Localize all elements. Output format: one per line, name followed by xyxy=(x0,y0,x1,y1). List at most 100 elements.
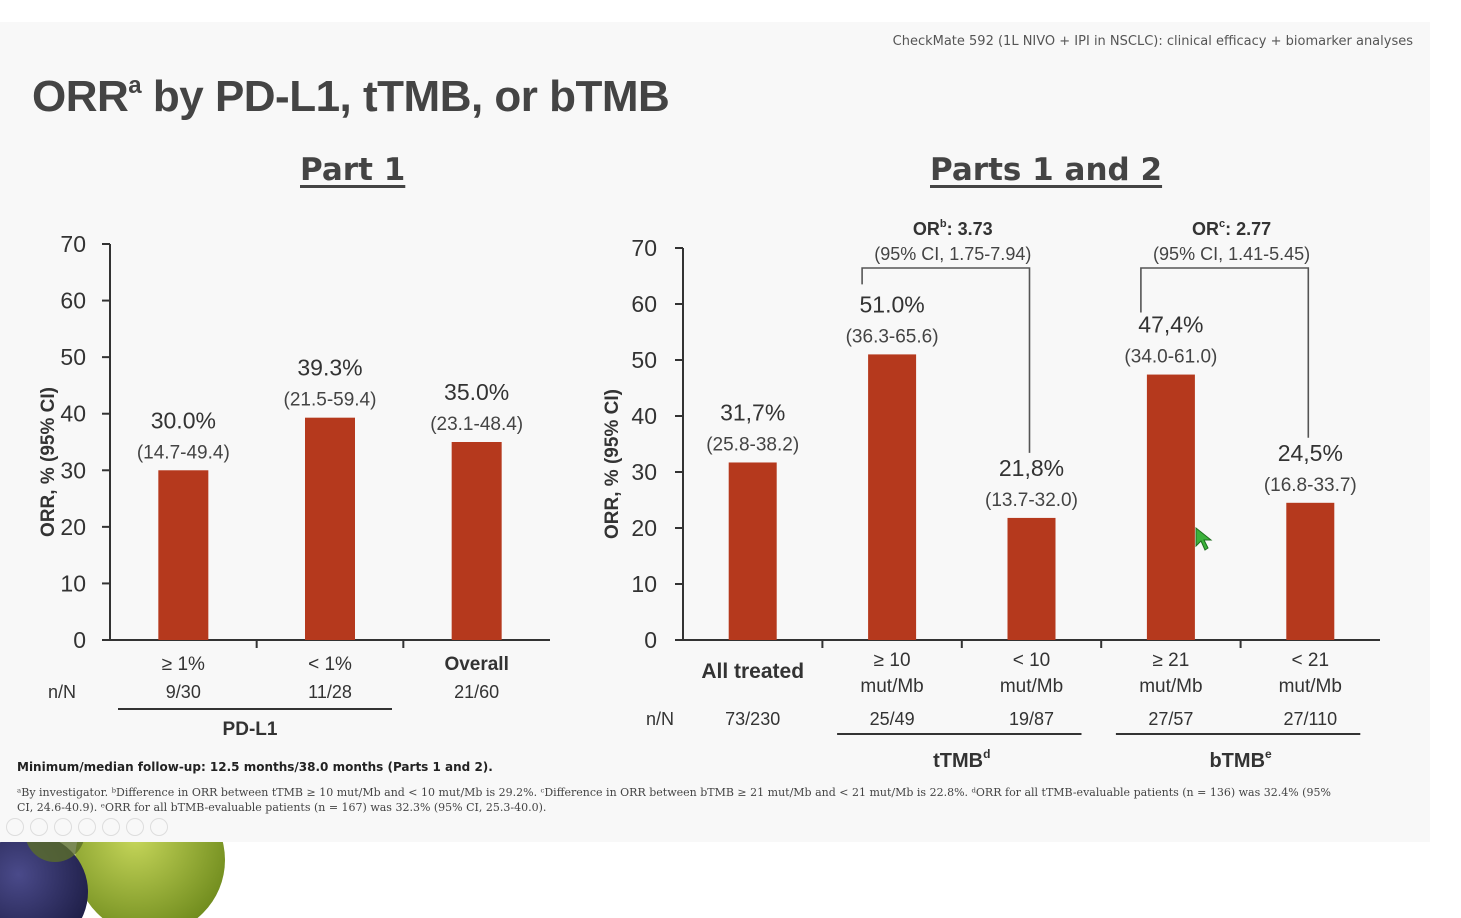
group-label-1-0: tTMBd xyxy=(933,747,990,772)
comparison-bracket-1 xyxy=(1140,267,1310,438)
y-axis-label-0: ORR, % (95% CI) xyxy=(38,387,59,537)
y-tick-label-0-3: 30 xyxy=(60,457,86,483)
group-label-text-1: bTMB xyxy=(1209,750,1265,772)
bar-0-1 xyxy=(305,417,355,640)
bar-0-0 xyxy=(158,470,209,640)
category-label-1-3-b: mut/Mb xyxy=(1139,676,1202,697)
y-tick-label-1-3: 30 xyxy=(631,459,657,485)
group-label-sup-1: e xyxy=(1265,747,1272,761)
y-tick-label-0-2: 20 xyxy=(60,514,86,540)
category-label-0-0: ≥ 1% xyxy=(162,654,205,675)
bar-1-2 xyxy=(1007,517,1056,640)
value-label-0-2: 35.0% xyxy=(444,379,509,405)
category-label-1-4-b: mut/Mb xyxy=(1279,676,1342,697)
play-icon[interactable] xyxy=(6,818,24,836)
y-tick-label-0-6: 60 xyxy=(60,288,86,314)
ci-label-1-2: (13.7-32.0) xyxy=(985,490,1078,511)
y-tick-label-0-7: 70 xyxy=(60,231,86,257)
y-tick-label-1-5: 50 xyxy=(631,347,657,373)
value-label-1-3: 47,4% xyxy=(1138,312,1203,338)
y-tick-label-0-0: 0 xyxy=(73,627,86,653)
title-rest: by PD-L1, tTMB, or bTMB xyxy=(141,72,670,121)
y-tick-label-0-5: 50 xyxy=(60,344,86,370)
y-tick-label-1-0: 0 xyxy=(644,627,657,653)
or-label-1: ORc: 2.77 xyxy=(1192,218,1271,239)
zoom-icon[interactable] xyxy=(78,818,96,836)
nN-value-0-0: 9/30 xyxy=(166,682,201,702)
nN-value-1-1: 25/49 xyxy=(870,709,915,729)
bar-1-1 xyxy=(868,354,917,640)
nN-label-0: n/N xyxy=(48,682,76,702)
or-label-sup-1: c xyxy=(1219,218,1225,230)
y-tick-label-1-6: 60 xyxy=(631,291,657,317)
y-tick-label-1-4: 40 xyxy=(631,403,657,429)
nN-value-1-0: 73/230 xyxy=(725,709,780,729)
more-icon[interactable] xyxy=(150,818,168,836)
presentation-toolbar xyxy=(6,818,168,836)
or-label-0: ORb: 3.73 xyxy=(913,218,993,239)
bar-1-0 xyxy=(728,462,777,640)
category-label-1-2-b: mut/Mb xyxy=(1000,676,1063,697)
or-ci-label-1: (95% CI, 1.41-5.45) xyxy=(1153,244,1310,264)
ci-label-0-2: (23.1-48.4) xyxy=(430,414,523,435)
comparison-bracket-0 xyxy=(861,267,1031,453)
value-label-1-4: 24,5% xyxy=(1278,440,1343,466)
bar-1-4 xyxy=(1286,502,1335,640)
y-tick-label-1-7: 70 xyxy=(631,235,657,261)
y-tick-label-1-2: 20 xyxy=(631,515,657,541)
group-label-text-0: tTMB xyxy=(933,750,983,772)
category-label-0-1: < 1% xyxy=(308,654,352,675)
title-main: ORR xyxy=(32,72,129,121)
or-label-value-1: : 2.77 xyxy=(1225,219,1271,239)
ci-label-1-1: (36.3-65.6) xyxy=(846,326,939,347)
ci-label-1-4: (16.8-33.7) xyxy=(1264,475,1357,496)
nN-label-1: n/N xyxy=(646,709,674,729)
value-label-1-2: 21,8% xyxy=(999,455,1064,481)
cursor-icon xyxy=(1195,526,1213,551)
slides-icon[interactable] xyxy=(54,818,72,836)
or-label-value-0: : 3.73 xyxy=(947,219,993,239)
category-label-1-3-a: ≥ 21 xyxy=(1152,650,1189,671)
title-superscript: a xyxy=(128,72,142,99)
camera-icon[interactable] xyxy=(126,818,144,836)
ci-label-1-3: (34.0-61.0) xyxy=(1124,347,1217,368)
or-label-text-1: OR xyxy=(1192,219,1219,239)
follow-up-note: Minimum/median follow-up: 12.5 months/38… xyxy=(17,760,493,774)
nN-value-0-2: 21/60 xyxy=(454,682,499,702)
group-label-sup-0: d xyxy=(983,747,990,761)
y-tick-label-1-1: 10 xyxy=(631,571,657,597)
pen-icon[interactable] xyxy=(30,818,48,836)
category-label-0-2: Overall xyxy=(444,654,508,675)
nN-value-1-4: 27/110 xyxy=(1283,709,1337,729)
ci-label-0-1: (21.5-59.4) xyxy=(284,390,377,411)
bar-1-3 xyxy=(1146,374,1195,640)
value-label-1-1: 51.0% xyxy=(859,291,924,317)
nN-value-0-1: 11/28 xyxy=(308,682,352,702)
or-ci-bg-1 xyxy=(1149,244,1315,264)
header-note: CheckMate 592 (1L NIVO + IPI in NSCLC): … xyxy=(892,34,1413,49)
category-label-1-1-b: mut/Mb xyxy=(860,676,923,697)
or-label-text-0: OR xyxy=(913,219,940,239)
or-ci-bg-0 xyxy=(870,244,1036,264)
y-axis-label-1: ORR, % (95% CI) xyxy=(602,389,623,539)
decorative-spheres xyxy=(0,842,225,918)
page-title: ORRa by PD-L1, tTMB, or bTMB xyxy=(32,72,670,122)
category-label-1-0: All treated xyxy=(701,660,804,683)
group-label-0: PD-L1 xyxy=(223,719,278,740)
category-label-1-4-a: < 21 xyxy=(1292,650,1330,671)
nN-value-1-3: 27/57 xyxy=(1148,709,1193,729)
ci-label-0-0: (14.7-49.4) xyxy=(137,442,230,463)
value-label-0-0: 30.0% xyxy=(151,407,216,433)
group-label-1-1: bTMBe xyxy=(1209,747,1272,772)
value-label-0-1: 39.3% xyxy=(297,355,362,381)
ci-label-1-0: (25.8-38.2) xyxy=(706,434,799,455)
panel-title-parts12: Parts 1 and 2 xyxy=(930,152,1163,188)
subtitles-icon[interactable] xyxy=(102,818,120,836)
category-label-1-2-a: < 10 xyxy=(1013,650,1051,671)
y-tick-label-0-1: 10 xyxy=(60,570,86,596)
panel-title-part1: Part 1 xyxy=(300,152,406,188)
category-label-1-1-a: ≥ 10 xyxy=(874,650,911,671)
or-label-sup-0: b xyxy=(940,218,947,230)
bar-0-2 xyxy=(451,442,502,640)
